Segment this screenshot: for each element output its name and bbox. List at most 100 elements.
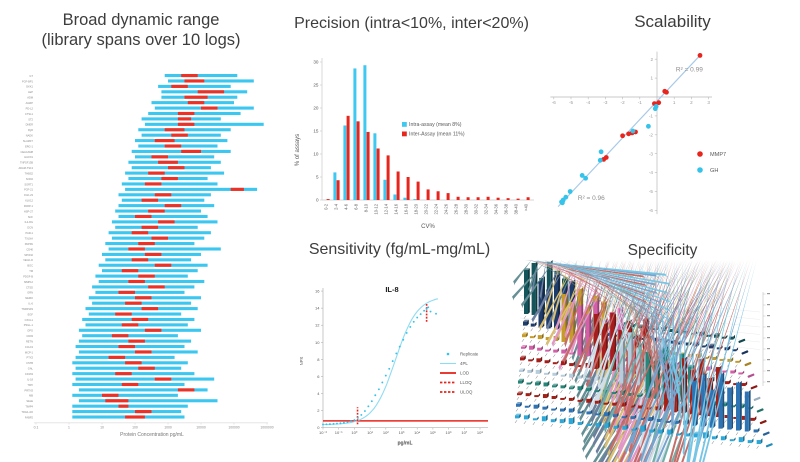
- precision-chart: 0 5 10 15 20 25 30 % of assays 0-2 2-4 4-6 6-8 8-10 1…: [295, 58, 534, 230]
- svg-text:1: 1: [68, 425, 70, 429]
- svg-text:-5: -5: [649, 189, 654, 194]
- svg-text:PgR: PgR: [28, 128, 33, 132]
- svg-text:FABP2: FABP2: [25, 415, 34, 419]
- svg-text:ADM: ADM: [27, 96, 33, 100]
- svg-text:30-32: 30-32: [474, 203, 479, 214]
- svg-text:TNFRSF9: TNFRSF9: [21, 307, 33, 311]
- svg-text:LEP: LEP: [28, 90, 33, 94]
- svg-text:KLK12: KLK12: [25, 199, 33, 203]
- svg-text:24-26: 24-26: [444, 203, 449, 214]
- svg-text:ULOQ: ULOQ: [460, 390, 473, 395]
- svg-text:Inter-Assay (mean 11%): Inter-Assay (mean 11%): [409, 132, 465, 138]
- sensitivity-axes: 0 2 4 6 8 10 12 14 16 10⁻² 10⁻¹ 10⁰ 10¹ 10² 10³ 10⁴ 10⁵ 1…: [299, 288, 488, 447]
- svg-text:PRTN3: PRTN3: [25, 388, 34, 392]
- svg-text:3: 3: [707, 100, 710, 105]
- svg-text:5: 5: [316, 175, 319, 180]
- svg-text:Protein Concentration pg/mL: Protein Concentration pg/mL: [120, 432, 184, 438]
- svg-text:38-40: 38-40: [514, 203, 519, 214]
- svg-text:MB: MB: [29, 394, 33, 398]
- svg-text:25: 25: [313, 83, 319, 88]
- svg-text:36-38: 36-38: [504, 203, 509, 214]
- precision-title: Precision (intra<10%, inter<20%): [294, 15, 529, 32]
- svg-text:AGRP: AGRP: [26, 101, 34, 105]
- precision-legend: Intra-assay (mean 8%) Inter-Assay (mean 1…: [402, 122, 465, 138]
- svg-text:HSP-27: HSP-27: [24, 209, 34, 213]
- precision-xlabel: CV%: [421, 224, 435, 230]
- svg-text:0.1: 0.1: [34, 425, 39, 429]
- svg-text:ADAM-TS13: ADAM-TS13: [18, 166, 33, 170]
- dynamic-range-title-line1: Broad dynamic range: [62, 11, 220, 29]
- scalability-axes: -6 -5 -4 -3 -2 -1 1 2 3 2 1 -1 -2 -3 -4 -5 -6: [550, 51, 713, 215]
- svg-text:10: 10: [315, 340, 320, 345]
- svg-text:20: 20: [313, 106, 319, 111]
- scalability-legend: MMP7 GH: [697, 151, 726, 174]
- svg-text:TXLNA: TXLNA: [25, 237, 34, 241]
- svg-text:PDGF-B: PDGF-B: [23, 274, 33, 278]
- svg-text:PARP-1: PARP-1: [24, 204, 34, 208]
- svg-text:TIMP4: TIMP4: [25, 405, 33, 409]
- svg-text:6: 6: [317, 374, 320, 379]
- specificity-right-axis: [762, 292, 770, 386]
- svg-text:-6: -6: [552, 100, 557, 105]
- svg-text:SPON2: SPON2: [24, 253, 33, 257]
- svg-text:VEGF-D: VEGF-D: [23, 258, 33, 262]
- svg-text:30: 30: [313, 60, 319, 65]
- svg-text:FGF-21: FGF-21: [24, 188, 33, 192]
- svg-text:SOD2: SOD2: [26, 177, 34, 181]
- svg-text:1000: 1000: [164, 425, 172, 429]
- svg-text:14-16: 14-16: [394, 203, 399, 214]
- svg-text:1: 1: [650, 76, 653, 81]
- fourpl-curve: [323, 298, 439, 426]
- svg-text:SCF: SCF: [28, 215, 34, 219]
- svg-text:IL-18: IL-18: [27, 377, 33, 381]
- r-squared-annotation-2: R² = 0.96: [578, 195, 605, 202]
- svg-text:PAR-1: PAR-1: [26, 231, 34, 235]
- svg-text:0: 0: [316, 198, 319, 203]
- svg-text:6-8: 6-8: [354, 203, 359, 210]
- svg-text:IL-6: IL-6: [29, 302, 34, 306]
- svg-text:4PL: 4PL: [460, 361, 468, 366]
- svg-text:EGF: EGF: [28, 312, 34, 316]
- svg-text:CSTB: CSTB: [26, 361, 33, 365]
- sensitivity-legend: Replicate 4PL LOD LLOQ ULOQ: [440, 352, 479, 395]
- svg-text:10: 10: [100, 425, 104, 429]
- svg-text:MMP12: MMP12: [24, 280, 33, 284]
- svg-text:CCL19: CCL19: [25, 345, 34, 349]
- svg-text:ST2: ST2: [28, 117, 33, 121]
- svg-text:Replicate: Replicate: [460, 352, 479, 357]
- svg-text:-4: -4: [649, 170, 654, 175]
- svg-text:SLAMF7: SLAMF7: [23, 139, 34, 143]
- svg-text:-6: -6: [649, 208, 654, 213]
- svg-text:GH: GH: [710, 168, 718, 174]
- r-squared-annotation-1: R² = 0.99: [676, 66, 703, 73]
- svg-text:LLOQ: LLOQ: [460, 380, 472, 385]
- svg-text:GT: GT: [29, 74, 33, 78]
- svg-text:CEACAM8: CEACAM8: [20, 150, 33, 154]
- svg-text:10⁶: 10⁶: [446, 430, 452, 435]
- svg-text:12: 12: [315, 323, 320, 328]
- svg-text:10⁴: 10⁴: [414, 430, 420, 435]
- svg-text:-1: -1: [649, 114, 654, 119]
- svg-text:HAOX1: HAOX1: [24, 155, 33, 159]
- svg-text:IL2-RG: IL2-RG: [25, 220, 33, 224]
- svg-text:PAPPA: PAPPA: [25, 242, 34, 246]
- svg-text:CTSD: CTSD: [26, 285, 33, 289]
- scalability-title: Scalability: [634, 12, 711, 31]
- svg-text:NPX: NPX: [299, 356, 304, 365]
- precision-bars: 0-2 2-4 4-6 6-8 8-10 10-12 12-14 14-16 16-18 18-2…: [324, 65, 530, 214]
- svg-text:0-2: 0-2: [324, 203, 329, 210]
- dynamic-range-title: Broad dynamic range (library spans over …: [10, 10, 272, 50]
- svg-text:CD40: CD40: [26, 247, 33, 251]
- svg-text:16: 16: [315, 289, 320, 294]
- svg-text:PSGL-1: PSGL-1: [24, 323, 34, 327]
- svg-text:10: 10: [313, 152, 319, 157]
- svg-text:4: 4: [317, 391, 320, 396]
- svg-text:10²: 10²: [383, 430, 389, 435]
- svg-text:26-28: 26-28: [454, 203, 459, 214]
- svg-text:GAL: GAL: [28, 367, 34, 371]
- scatter-series-GH: [559, 104, 659, 206]
- dynamic-range-title-line2: (library spans over 10 logs): [41, 31, 241, 50]
- svg-text:18-20: 18-20: [414, 203, 419, 214]
